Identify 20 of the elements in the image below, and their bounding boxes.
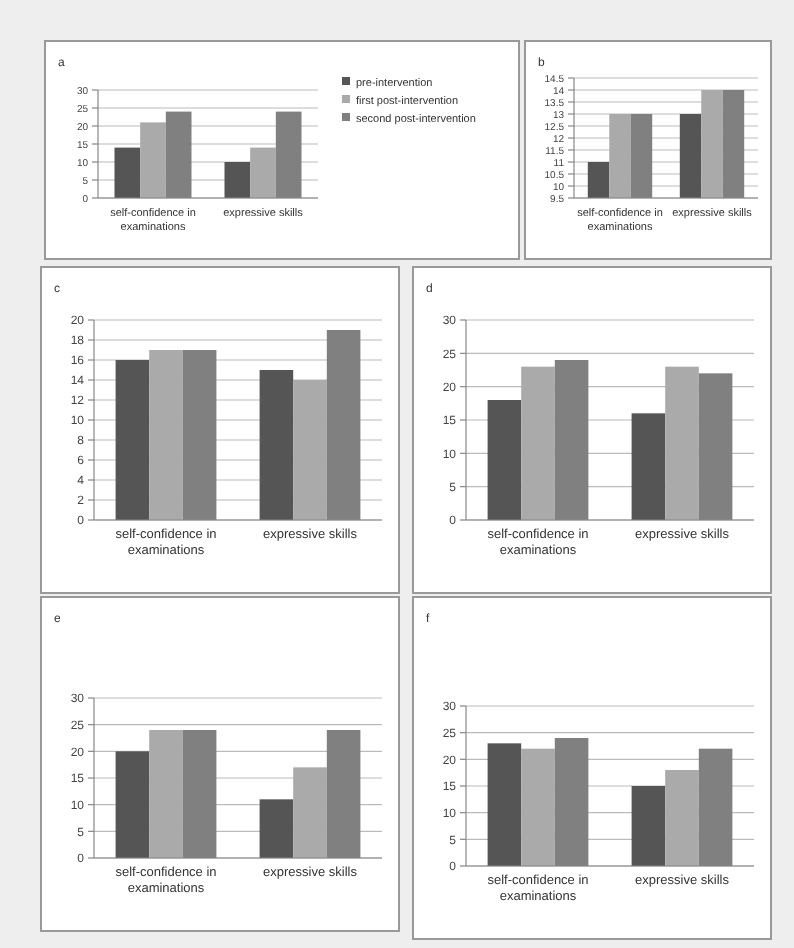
bar [487,400,522,520]
bar [631,786,666,866]
bar [259,799,294,858]
bar [114,147,141,198]
bar [631,413,666,520]
bar [665,366,699,520]
bar [140,122,166,198]
bar [293,767,327,858]
bar [487,743,522,866]
bar [224,162,251,198]
bar [149,350,183,520]
bar [115,751,150,858]
bar [665,770,699,866]
bar [149,730,183,858]
bar [250,147,276,198]
bar [293,380,327,520]
bar [521,366,555,520]
bar [521,748,555,866]
bar [115,360,150,520]
bar [259,370,294,520]
